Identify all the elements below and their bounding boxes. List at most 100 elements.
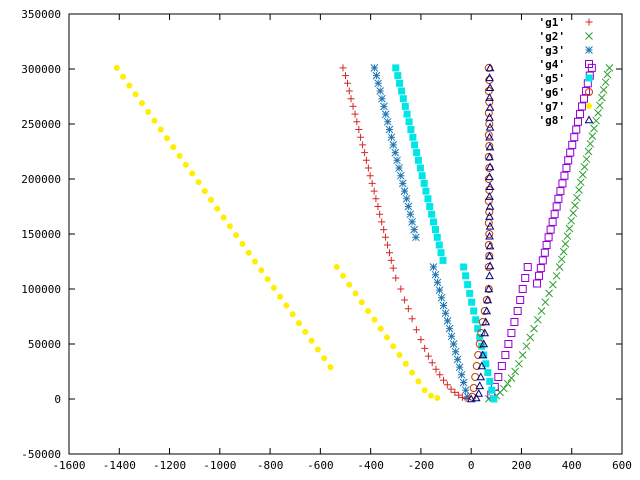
data-point bbox=[264, 276, 271, 283]
data-point bbox=[433, 278, 442, 287]
data-point bbox=[339, 64, 347, 72]
data-point bbox=[485, 73, 494, 82]
data-point bbox=[485, 251, 494, 260]
data-point bbox=[601, 78, 610, 87]
data-point bbox=[545, 289, 553, 298]
x-tick-label: -1000 bbox=[203, 459, 236, 472]
data-point bbox=[347, 95, 355, 103]
legend-item: 'g5' bbox=[539, 72, 593, 85]
legend-label: 'g7' bbox=[539, 100, 566, 113]
data-point bbox=[258, 267, 265, 274]
data-point bbox=[392, 64, 400, 72]
data-point bbox=[407, 126, 415, 133]
legend-marker bbox=[585, 18, 593, 26]
data-point bbox=[414, 156, 422, 164]
x-tick-label: -1600 bbox=[52, 459, 85, 472]
data-point bbox=[157, 126, 164, 133]
data-point bbox=[497, 362, 506, 370]
data-point bbox=[480, 351, 488, 359]
data-point bbox=[485, 271, 494, 280]
data-point bbox=[424, 195, 432, 203]
legend-label: 'g2' bbox=[539, 30, 566, 43]
data-point bbox=[333, 264, 340, 270]
series-8 bbox=[466, 63, 495, 403]
data-point bbox=[535, 271, 544, 280]
data-point bbox=[540, 248, 549, 257]
data-point bbox=[138, 100, 145, 107]
data-point bbox=[189, 170, 196, 177]
data-point bbox=[598, 93, 606, 102]
x-tick-label: 200 bbox=[512, 459, 532, 472]
data-point bbox=[574, 117, 583, 126]
data-point bbox=[395, 164, 403, 172]
y-tick-label: 200000 bbox=[21, 173, 61, 186]
data-point bbox=[383, 334, 390, 341]
data-point bbox=[478, 318, 487, 326]
axes-layer: -1600 -1400 -1200 -1000 -800 -600 -400 -200 0 200… bbox=[21, 8, 632, 472]
data-point bbox=[582, 155, 591, 164]
data-point bbox=[568, 140, 577, 149]
data-point bbox=[239, 240, 246, 247]
data-point bbox=[485, 122, 495, 131]
data-point bbox=[443, 317, 452, 325]
data-point bbox=[339, 272, 346, 279]
data-point bbox=[485, 230, 494, 238]
x-tick-label: -800 bbox=[257, 459, 284, 472]
data-point bbox=[477, 329, 486, 337]
legend-item: 'g7' bbox=[539, 100, 592, 113]
data-point bbox=[592, 116, 600, 125]
data-point bbox=[570, 133, 579, 142]
data-point bbox=[485, 182, 495, 190]
data-point bbox=[451, 347, 460, 356]
data-point bbox=[556, 187, 565, 196]
data-point bbox=[377, 325, 384, 332]
data-point bbox=[550, 210, 559, 219]
data-point bbox=[485, 192, 494, 200]
data-point bbox=[483, 295, 493, 304]
legend-label: 'g5' bbox=[539, 72, 566, 85]
data-point bbox=[145, 108, 152, 115]
data-point bbox=[352, 290, 359, 297]
data-point bbox=[283, 302, 290, 309]
data-point bbox=[420, 179, 428, 187]
data-point bbox=[485, 231, 494, 240]
data-point bbox=[485, 162, 495, 171]
data-point bbox=[389, 264, 397, 272]
data-point bbox=[412, 233, 420, 242]
data-point bbox=[113, 64, 120, 71]
data-point bbox=[481, 317, 491, 326]
data-point bbox=[372, 195, 380, 203]
data-point bbox=[485, 102, 495, 111]
x-tick-label: 600 bbox=[612, 459, 632, 472]
data-point bbox=[478, 342, 486, 350]
data-point bbox=[374, 203, 382, 210]
data-point bbox=[468, 298, 476, 306]
legend-label: 'g4' bbox=[539, 58, 566, 71]
data-point bbox=[558, 179, 567, 188]
data-point bbox=[447, 332, 456, 341]
data-point bbox=[573, 193, 581, 202]
data-point bbox=[428, 359, 436, 367]
data-point bbox=[472, 316, 480, 324]
legend-item: 'g1' bbox=[539, 16, 593, 29]
data-point bbox=[440, 376, 448, 384]
data-point bbox=[488, 386, 496, 394]
data-point bbox=[302, 328, 309, 335]
data-point bbox=[475, 381, 485, 390]
data-point bbox=[277, 293, 284, 300]
data-point bbox=[389, 141, 398, 149]
data-point bbox=[390, 343, 397, 350]
y-tick-label: 250000 bbox=[21, 118, 61, 131]
data-point bbox=[132, 91, 139, 98]
data-point bbox=[548, 217, 557, 226]
data-point bbox=[398, 179, 407, 188]
data-point bbox=[562, 164, 571, 172]
data-point bbox=[474, 388, 484, 397]
data-point bbox=[431, 226, 439, 234]
y-tick-label: 350000 bbox=[21, 8, 61, 21]
data-point bbox=[429, 218, 437, 226]
data-point bbox=[399, 95, 407, 103]
data-point bbox=[566, 148, 575, 157]
data-point bbox=[477, 361, 487, 370]
data-point bbox=[378, 94, 386, 103]
